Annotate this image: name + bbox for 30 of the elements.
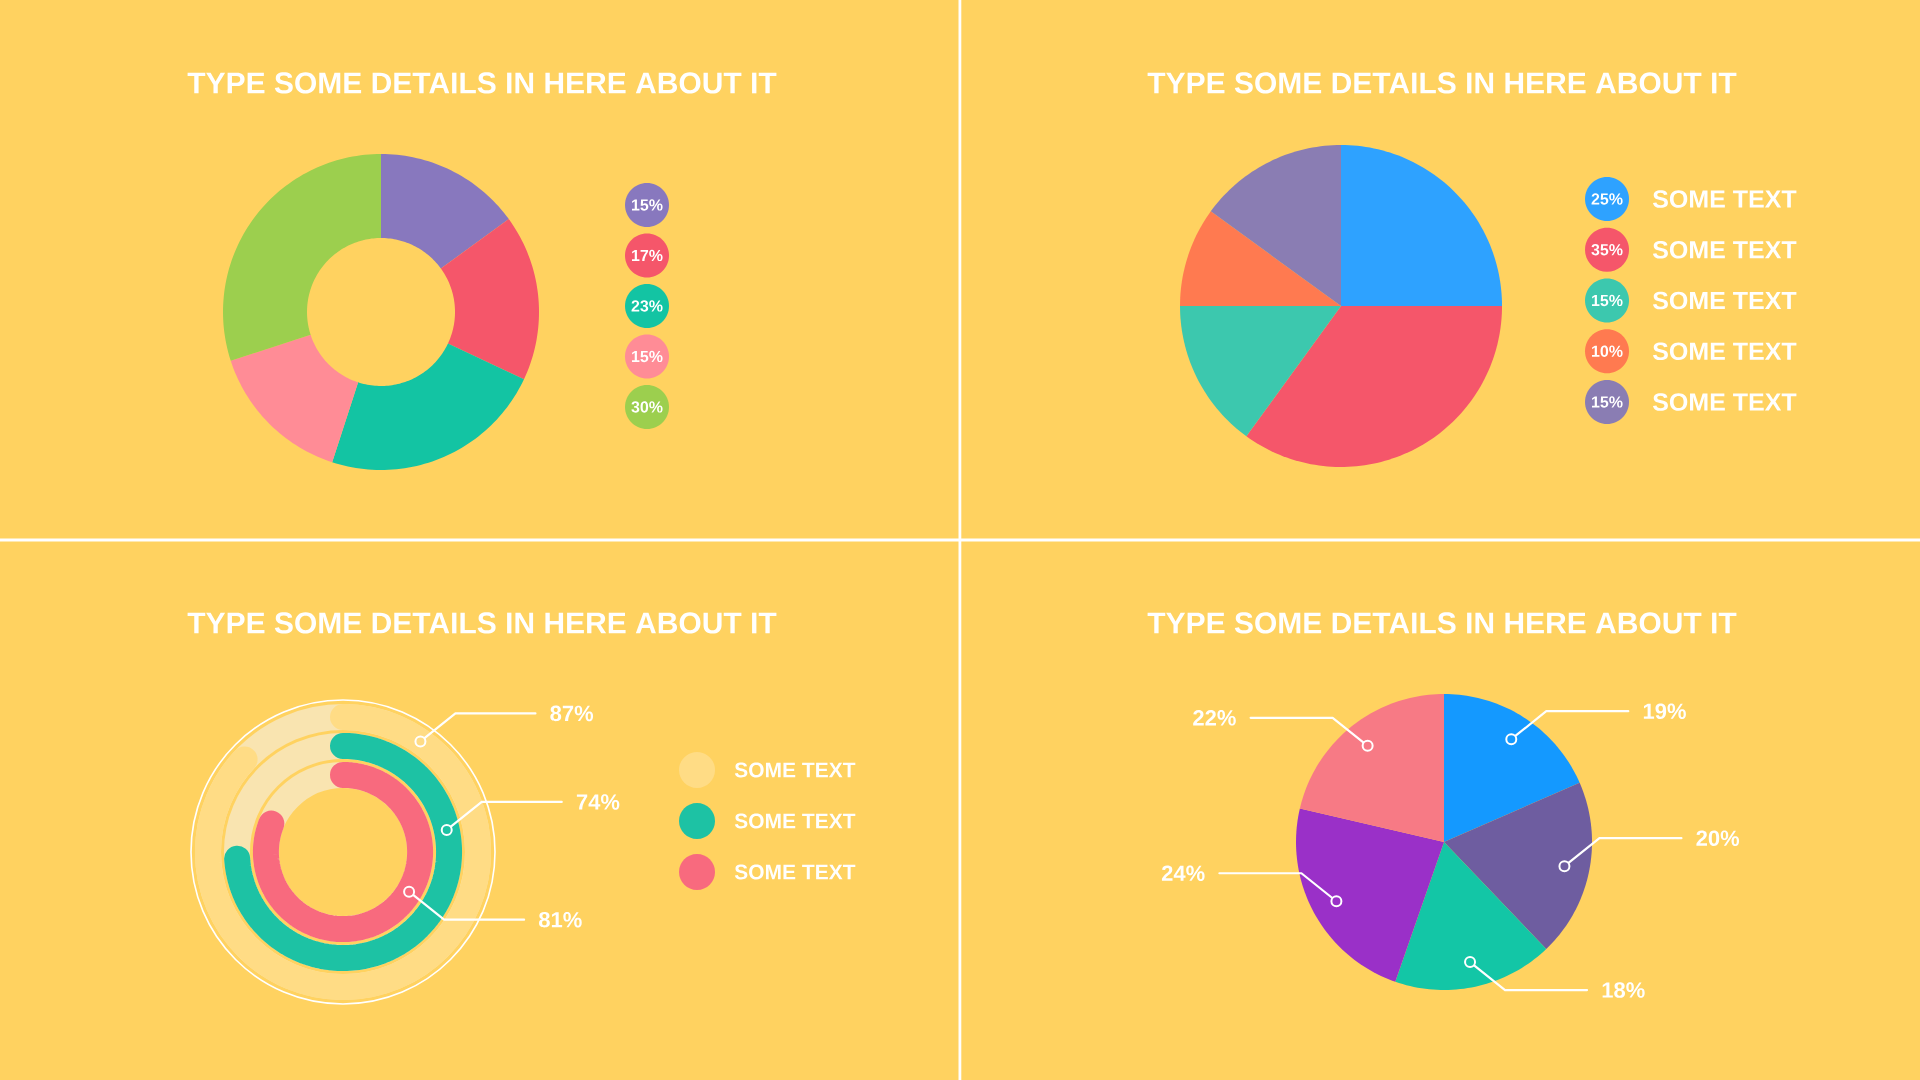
text: 17% xyxy=(632,249,663,262)
text: TYPE SOME DETAILS IN HERE ABOUT IT xyxy=(187,612,777,634)
legend-label: SOME TEXT xyxy=(1652,393,1797,411)
text: 15% xyxy=(632,199,663,211)
data-label: 24% xyxy=(1161,865,1205,882)
text: 15% xyxy=(632,350,663,363)
data-label: 25% xyxy=(1591,193,1623,205)
text: 23% xyxy=(631,300,663,312)
data-label: 81% xyxy=(539,911,582,928)
data-label: 18% xyxy=(1602,982,1645,998)
category-label: SOME TEXT xyxy=(734,762,856,778)
data-label: 15% xyxy=(1592,396,1623,408)
data-label: 87% xyxy=(550,705,594,722)
legend-label: SOME TEXT xyxy=(1652,190,1797,208)
data-label: 35% xyxy=(1591,244,1623,256)
legend-label: SOME TEXT xyxy=(1652,291,1797,310)
category-label: SOME TEXT xyxy=(734,864,856,880)
chart-title: TYPE SOME DETAILS IN HERE ABOUT IT xyxy=(1147,612,1737,634)
text: 30% xyxy=(631,401,663,413)
category-label: SOME TEXT xyxy=(734,813,856,829)
data-label: 20% xyxy=(1696,830,1740,846)
chart-title: TYPE SOME DETAILS IN HERE ABOUT IT xyxy=(1147,72,1737,94)
data-label: 74% xyxy=(576,794,620,810)
legend-label: SOME TEXT xyxy=(1652,240,1797,259)
data-label: 19% xyxy=(1643,703,1686,720)
data-label: 22% xyxy=(1193,710,1236,726)
legend-label: SOME TEXT xyxy=(1652,342,1797,361)
chart-title: TYPE SOME DETAILS IN HERE ABOUT IT xyxy=(187,72,777,94)
data-label: 15% xyxy=(1592,294,1623,307)
data-label: 10% xyxy=(1592,345,1623,357)
